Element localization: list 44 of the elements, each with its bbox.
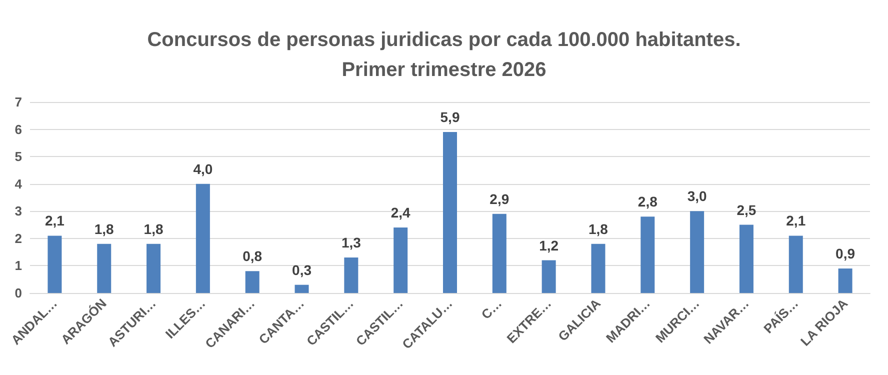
- data-label: 4,0: [193, 160, 213, 177]
- bar: [640, 216, 655, 293]
- bar: [48, 236, 62, 293]
- data-label: 0,9: [836, 245, 856, 262]
- y-tick-label: 5: [14, 149, 22, 164]
- bar: [146, 244, 161, 293]
- data-label: 0,8: [242, 248, 262, 264]
- bar: [492, 214, 506, 293]
- bar: [394, 228, 408, 293]
- data-label: 1,2: [539, 237, 559, 254]
- y-tick-label: 6: [14, 122, 22, 137]
- data-label: 2,1: [786, 212, 806, 229]
- bar: [97, 244, 112, 293]
- bar: [294, 284, 309, 293]
- data-label: 1,3: [341, 234, 362, 251]
- y-tick-label: 3: [14, 204, 22, 219]
- bar: [838, 268, 852, 293]
- x-tick-label: C…: [478, 296, 505, 322]
- chart-title: Concursos de personas juridicas por cada 100.000 habitantes. Primer trimestre 2026: [147, 29, 741, 81]
- bar: [443, 132, 457, 293]
- y-tick-label: 2: [14, 230, 22, 246]
- bar: [344, 258, 358, 293]
- data-label: 3,0: [687, 188, 707, 204]
- y-tick-label: 4: [14, 176, 23, 192]
- data-label: 5,9: [440, 109, 460, 126]
- bar: [739, 224, 754, 293]
- bar: [788, 236, 803, 293]
- data-label: 1,8: [588, 220, 608, 237]
- data-label: 2,4: [390, 204, 411, 221]
- bar: [542, 260, 556, 293]
- bar: [196, 184, 210, 293]
- data-label: 1,8: [94, 220, 114, 237]
- data-label: 2,8: [638, 194, 658, 210]
- bar: [690, 211, 704, 293]
- y-tick-label: 7: [14, 94, 22, 110]
- data-label: 1,8: [144, 220, 164, 237]
- data-label: 2,5: [736, 202, 756, 218]
- bar: [591, 244, 606, 293]
- y-tick-label: 1: [14, 258, 22, 274]
- data-label: 2,9: [490, 190, 510, 207]
- data-label: 2,1: [44, 212, 65, 229]
- data-label: 0,3: [292, 262, 312, 278]
- bar: [245, 271, 260, 293]
- y-tick-label: 0: [14, 286, 22, 300]
